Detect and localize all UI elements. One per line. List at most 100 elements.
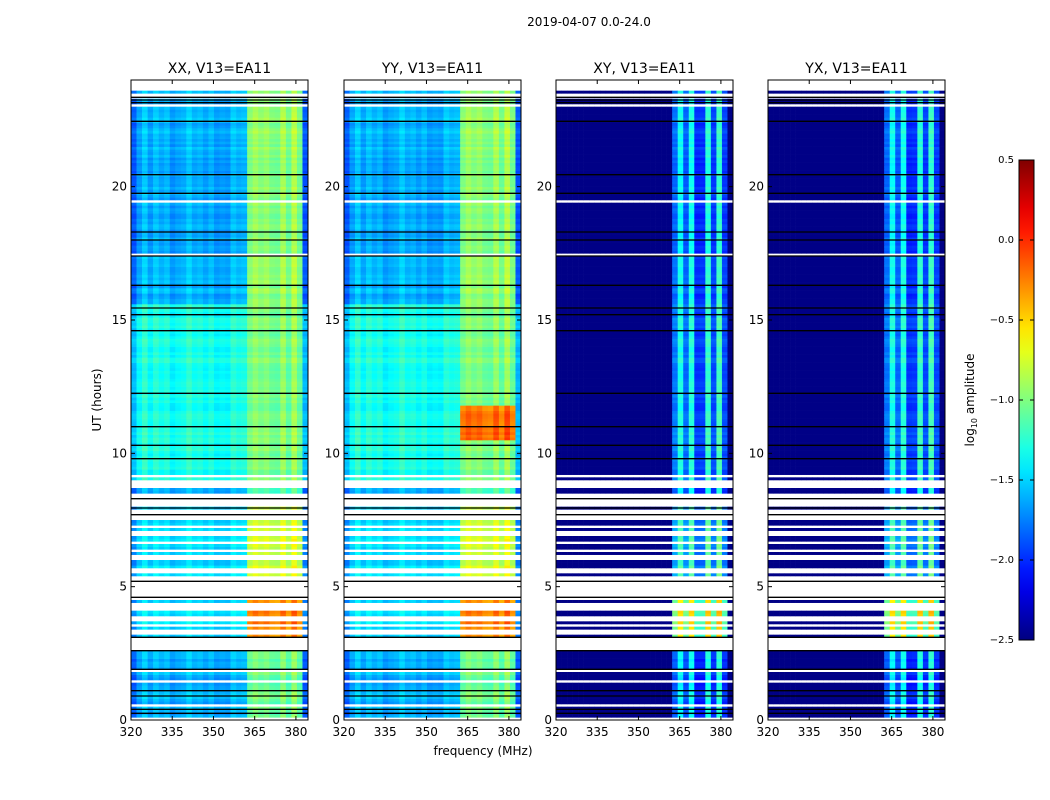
heatmap-cell [219,400,226,403]
heatmap-cell [296,274,303,278]
heatmap-cell [252,560,259,563]
heatmap-cell [274,650,281,654]
heatmap-cell [147,536,154,539]
heatmap-cell [269,341,276,345]
heatmap-cell [252,546,259,550]
heatmap-cell [147,621,154,625]
heatmap-cell [202,181,209,185]
heatmap-cell [153,488,159,491]
heatmap-cell [258,386,265,390]
heatmap-cell [236,464,242,467]
heatmap-cell [213,610,220,614]
heatmap-cell [197,194,204,198]
heatmap-cell [147,368,154,371]
heatmap-cell [147,213,154,217]
heatmap-cell [225,360,231,363]
heatmap-cell [147,325,154,329]
heatmap-cell [191,384,198,387]
heatmap-cell [186,674,193,678]
heatmap-cell [247,184,253,187]
heatmap-cell [274,298,281,302]
heatmap-cell [202,421,209,425]
heatmap-cell [241,333,248,337]
heatmap-cell [269,354,276,358]
heatmap-cell [202,261,209,265]
heatmap-cell [236,333,242,337]
heatmap-cell [225,490,231,494]
heatmap-cell [208,413,215,417]
heatmap-cell [252,600,259,603]
heatmap-cell [274,285,281,289]
heatmap-cell [236,304,242,307]
heatmap-cell [191,360,198,363]
heatmap-cell [252,272,259,275]
heatmap-cell [169,397,176,401]
heatmap-cell [230,274,237,278]
heatmap-cell [180,293,187,297]
heatmap-cell [153,536,159,539]
heatmap-cell [296,344,303,347]
heatmap-cell [131,370,137,374]
heatmap-cell [280,229,287,233]
heatmap-cell [236,210,242,214]
heatmap-cell [269,424,276,427]
heatmap-cell [291,338,298,342]
heatmap-cell [164,397,171,401]
heatmap-cell [252,181,259,185]
heatmap-cell [197,349,204,353]
heatmap-cell [241,658,248,662]
heatmap-cell [169,221,176,225]
heatmap-cell [280,405,287,409]
heatmap-cell [269,714,276,718]
heatmap-cell [202,386,209,390]
heatmap-cell [263,269,270,273]
heatmap-cell [158,226,165,230]
heatmap-cell [197,546,204,550]
heatmap-cell [263,272,270,275]
heatmap-cell [252,274,259,278]
heatmap-cell [142,565,148,569]
heatmap-cell [280,424,287,427]
heatmap-cell [197,378,204,382]
heatmap-cell [280,394,287,398]
heatmap-cell [147,394,154,398]
heatmap-cell [175,261,182,265]
heatmap-cell [175,344,182,347]
heatmap-cell [219,234,226,238]
heatmap-cell [258,248,265,251]
heatmap-cell [208,242,215,246]
heatmap-cell [302,600,309,603]
heatmap-cell [274,389,281,393]
heatmap-cell [263,210,270,214]
heatmap-cell [202,464,209,467]
heatmap-cell [169,445,176,449]
heatmap-cell [213,546,220,550]
heatmap-cell [230,714,237,718]
heatmap-cell [302,261,309,265]
heatmap-cell [302,661,309,665]
heatmap-cell [252,461,259,465]
heatmap-cell [263,336,270,339]
heatmap-cell [247,456,253,459]
heatmap-cell [269,210,276,214]
heatmap-cell [191,677,198,681]
heatmap-cell [285,685,292,689]
heatmap-cell [202,626,209,630]
heatmap-cell [236,226,242,230]
heatmap-cell [247,461,253,465]
heatmap-cell [164,234,171,238]
heatmap-cell [258,661,265,665]
heatmap-cell [263,322,270,326]
heatmap-cell [241,682,248,686]
heatmap-cell [175,381,182,385]
heatmap-cell [258,461,265,465]
heatmap-cell [225,362,231,366]
heatmap-cell [153,357,159,361]
heatmap-cell [274,322,281,326]
heatmap-cell [280,560,287,563]
heatmap-cell [175,352,182,355]
heatmap-cell [247,317,253,321]
heatmap-cell [164,653,171,657]
heatmap-cell [164,522,171,526]
heatmap-cell [247,416,253,419]
